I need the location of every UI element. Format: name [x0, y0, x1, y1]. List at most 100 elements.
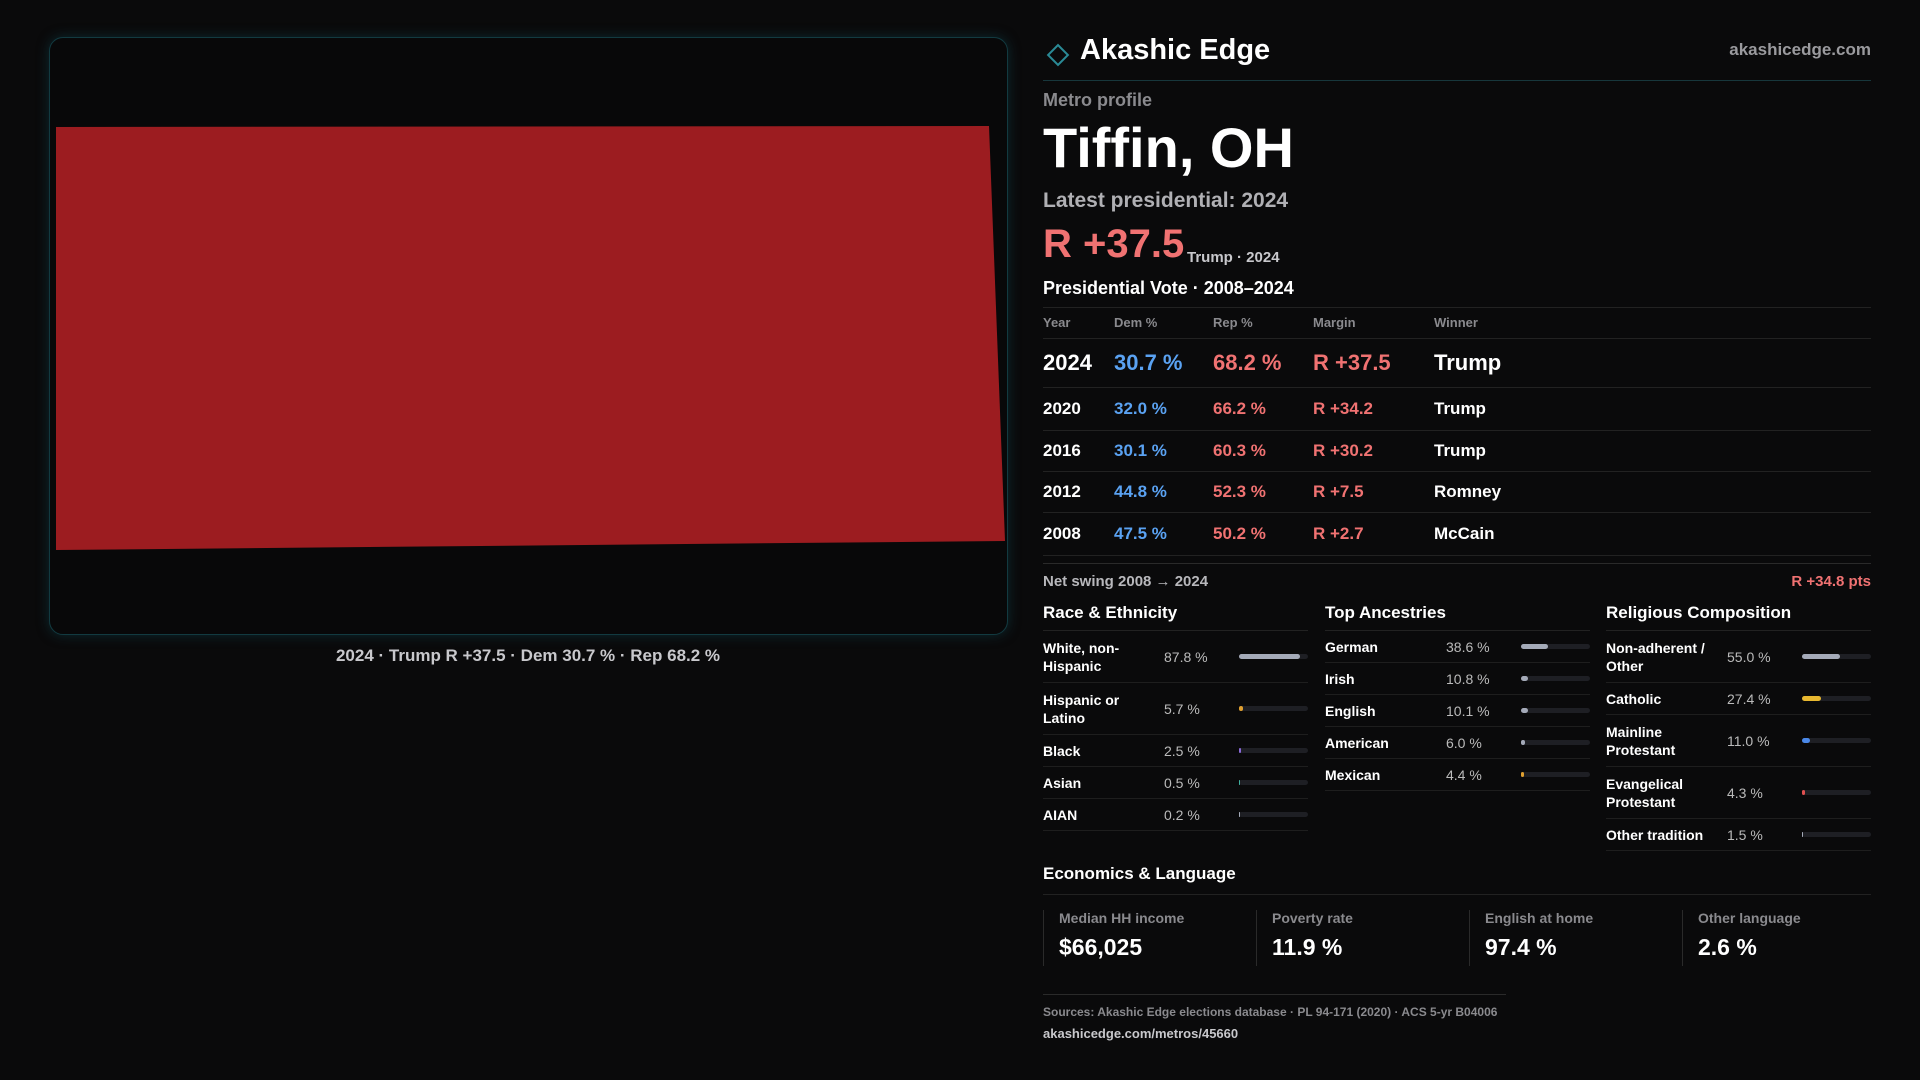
kicker: Metro profile — [1043, 90, 1153, 110]
bar — [1802, 696, 1821, 701]
cell: 52.3 % — [1213, 481, 1266, 501]
econ-value: 11.9 % — [1272, 934, 1343, 960]
bar-track — [1802, 654, 1871, 659]
cell: 50.2 % — [1213, 523, 1266, 543]
table-row: 2012 44.8 % 52.3 % R +7.5 Romney — [1043, 471, 1871, 513]
item-name: White, non-Hispanic — [1043, 639, 1120, 674]
econ-cell: Poverty rate 11.9 % — [1256, 910, 1353, 966]
cell: Romney — [1434, 481, 1502, 501]
item-name: German — [1325, 638, 1378, 655]
item-name: Catholic — [1606, 690, 1662, 707]
item-value: 2.5 % — [1164, 742, 1200, 759]
bar — [1239, 706, 1243, 711]
map-caption: 2024 · Trump R +37.5 · Dem 30.7 % · Rep … — [335, 646, 721, 665]
panel-row: Non-adherent / Other 55.0 % — [1606, 631, 1871, 683]
cell: 2008 — [1043, 523, 1081, 543]
bar — [1521, 644, 1548, 649]
cell: R +30.2 — [1313, 440, 1374, 460]
item-name: Mainline Protestant — [1606, 723, 1676, 758]
cell: 44.8 % — [1114, 481, 1167, 501]
cell: 60.3 % — [1213, 440, 1266, 460]
bar — [1802, 790, 1805, 795]
bar-track — [1521, 676, 1590, 681]
cell: 30.1 % — [1114, 440, 1167, 460]
cell: 2020 — [1043, 398, 1081, 418]
column-header: Year — [1043, 315, 1071, 330]
bar — [1802, 654, 1840, 659]
cell: 2012 — [1043, 481, 1081, 501]
bar-track — [1521, 644, 1590, 649]
econ-value: 2.6 % — [1698, 934, 1757, 960]
swing-value: R +34.8 pts — [1791, 573, 1871, 590]
item-value: 55.0 % — [1727, 648, 1771, 665]
item-value: 1.5 % — [1727, 826, 1763, 843]
panel: Race & Ethnicity White, non-Hispanic 87.8 … — [1043, 600, 1308, 831]
econ-cell: Other language 2.6 % — [1682, 910, 1801, 966]
item-value: 0.2 % — [1164, 806, 1200, 823]
divider — [1043, 307, 1871, 308]
bar-track — [1802, 738, 1871, 743]
bar — [1521, 708, 1528, 713]
item-value: 5.7 % — [1164, 700, 1200, 717]
panel-row: Hispanic or Latino 5.7 % — [1043, 683, 1308, 735]
bar — [1239, 654, 1300, 659]
cell: R +34.2 — [1313, 398, 1374, 418]
item-name: Irish — [1325, 670, 1355, 687]
table-header: Year Dem % Rep % Margin Winner — [1043, 307, 1871, 339]
item-value: 11.0 % — [1727, 732, 1770, 749]
panel-row: Black 2.5 % — [1043, 735, 1308, 767]
bar-track — [1239, 654, 1308, 659]
margin: R +37.5 — [1043, 222, 1185, 266]
cell: McCain — [1434, 523, 1495, 543]
divider — [1043, 894, 1871, 895]
logo — [1046, 43, 1070, 67]
panel-row: Mexican 4.4 % — [1325, 759, 1590, 791]
panel-row: Catholic 27.4 % — [1606, 683, 1871, 715]
table-row: 2016 30.1 % 60.3 % R +30.2 Trump — [1043, 430, 1871, 472]
panel: Top Ancestries German 38.6 % Irish 10.8 % Eng… — [1325, 600, 1590, 791]
map — [56, 126, 1005, 550]
bar-track — [1521, 740, 1590, 745]
cell: 68.2 % — [1213, 349, 1282, 375]
column-header: Margin — [1313, 315, 1356, 330]
bar-track — [1239, 812, 1308, 817]
latest: Latest presidential: 2024 — [1043, 189, 1289, 212]
item-name: Evangelical Protestant — [1606, 775, 1684, 810]
panel-row: German 38.6 % — [1325, 631, 1590, 663]
item-value: 0.5 % — [1164, 774, 1200, 791]
panel-row: White, non-Hispanic 87.8 % — [1043, 631, 1308, 683]
divider — [1043, 563, 1871, 564]
item-value: 87.8 % — [1164, 648, 1208, 665]
panel-row: Other tradition 1.5 % — [1606, 819, 1871, 851]
econ-label: Poverty rate — [1272, 910, 1353, 926]
panel-row: Mainline Protestant 11.0 % — [1606, 715, 1871, 767]
econ-label: Median HH income — [1059, 910, 1185, 926]
panel-row: Asian 0.5 % — [1043, 767, 1308, 799]
bar — [1521, 772, 1525, 777]
item-value: 4.3 % — [1727, 784, 1763, 801]
source-url: akashicedge.com/metros/45660 — [1043, 1026, 1239, 1041]
item-name: Asian — [1043, 774, 1082, 791]
item-value: 27.4 % — [1727, 690, 1771, 707]
bar-track — [1802, 832, 1871, 837]
cell: 2024 — [1043, 349, 1092, 375]
panel-row: American 6.0 % — [1325, 727, 1590, 759]
cell: R +7.5 — [1313, 481, 1364, 501]
cell: Trump — [1434, 398, 1486, 418]
econ-cell: English at home 97.4 % — [1469, 910, 1593, 966]
bar-track — [1802, 696, 1871, 701]
metro-title: Tiffin, OH — [1043, 116, 1294, 179]
divider — [1043, 80, 1871, 81]
bar-track — [1802, 790, 1871, 795]
cell: 32.0 % — [1114, 398, 1167, 418]
item-name: American — [1325, 734, 1389, 751]
panel-row: Evangelical Protestant 4.3 % — [1606, 767, 1871, 819]
econ-label: Other language — [1698, 910, 1801, 926]
econ-cell: Median HH income $66,025 — [1043, 910, 1184, 966]
cell: 66.2 % — [1213, 398, 1266, 418]
panel-title: Race & Ethnicity — [1043, 600, 1308, 631]
brand: Akashic Edge — [1080, 34, 1271, 66]
item-name: Non-adherent / Other — [1606, 639, 1705, 674]
item-name: Mexican — [1325, 766, 1381, 783]
